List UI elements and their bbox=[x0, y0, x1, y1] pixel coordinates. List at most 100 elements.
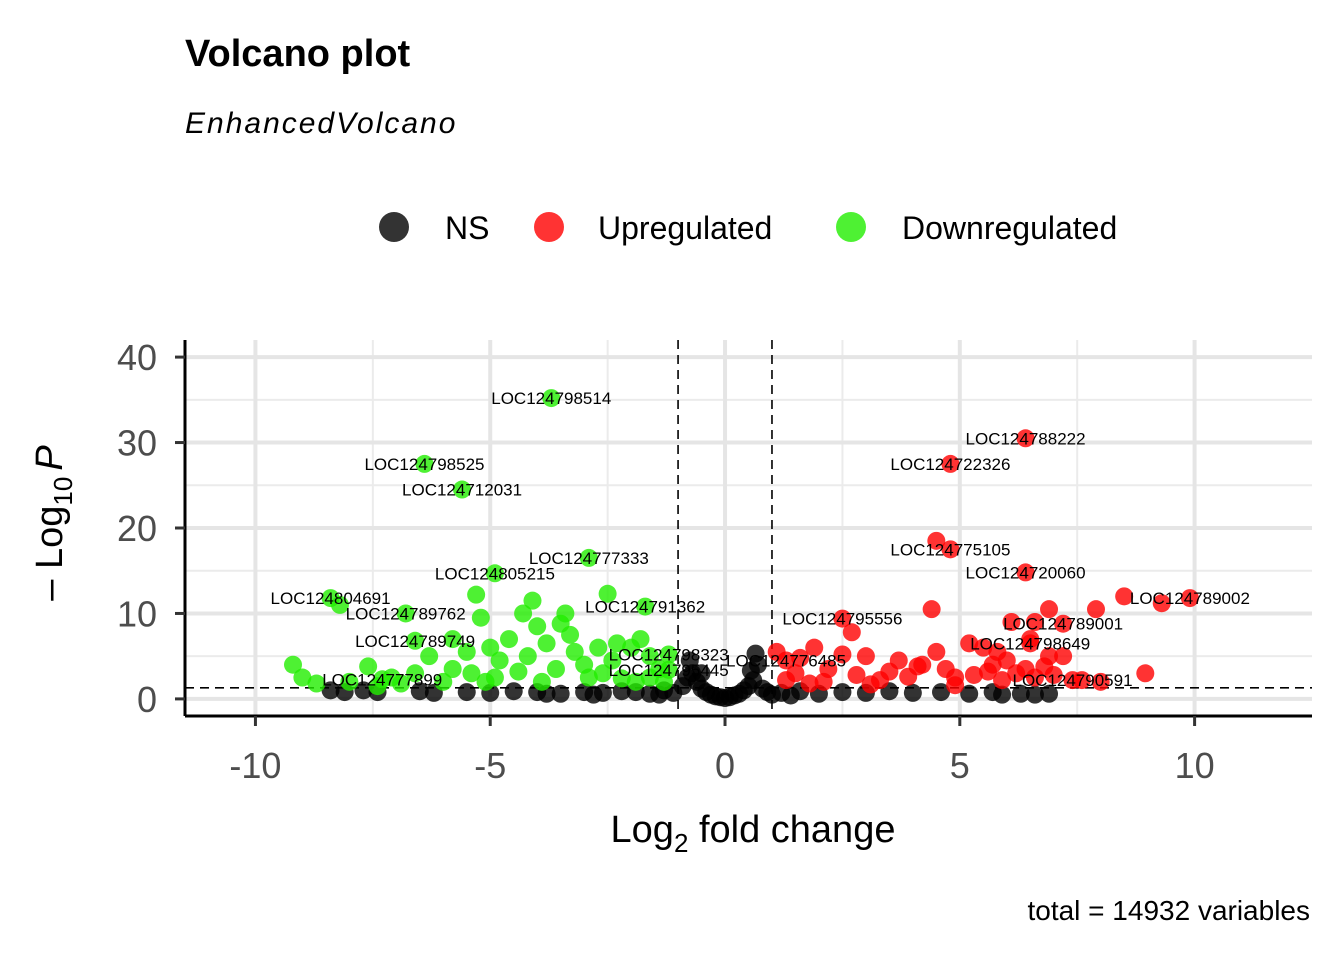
point-upregulated bbox=[805, 638, 824, 657]
point-ns bbox=[612, 682, 631, 701]
point-downregulated bbox=[476, 672, 495, 691]
point-upregulated bbox=[1091, 672, 1110, 691]
point-loc124789001 bbox=[1054, 614, 1073, 633]
point-ns bbox=[781, 686, 800, 705]
point-loc124798649 bbox=[1021, 634, 1040, 653]
point-upregulated bbox=[1002, 613, 1021, 631]
point-loc124805215 bbox=[485, 564, 504, 583]
gene-label-loc124798649: LOC124798649 bbox=[970, 634, 1090, 653]
gene-label-loc124805215: LOC124805215 bbox=[435, 564, 555, 583]
gene-label-loc124775105: LOC124775105 bbox=[890, 540, 1010, 559]
x-axis-title-rest: fold change bbox=[688, 809, 895, 851]
point-upregulated bbox=[960, 634, 979, 653]
point-loc124720060 bbox=[1016, 563, 1035, 582]
point-loc124789749 bbox=[406, 631, 425, 650]
point-downregulated bbox=[626, 672, 645, 691]
caption: total = 14932 variables bbox=[1027, 895, 1310, 926]
gene-label-loc124798525: LOC124798525 bbox=[364, 455, 484, 474]
y-axis-title-variable: P bbox=[29, 445, 71, 471]
point-upregulated bbox=[1044, 665, 1063, 684]
point-upregulated bbox=[1086, 600, 1105, 619]
point-upregulated bbox=[889, 651, 908, 670]
point-upregulated bbox=[997, 651, 1016, 670]
point-ns bbox=[746, 644, 765, 663]
point-ns bbox=[993, 685, 1012, 704]
data-points bbox=[284, 389, 1199, 708]
chart-subtitle: EnhancedVolcano bbox=[185, 107, 457, 140]
gene-label-loc124789762: LOC124789762 bbox=[346, 604, 466, 623]
x-tick-label: -5 bbox=[474, 745, 506, 786]
point-upregulated bbox=[833, 645, 852, 664]
y-tick-label: 10 bbox=[117, 593, 157, 634]
point-ns bbox=[584, 685, 603, 704]
point-downregulated bbox=[640, 647, 659, 666]
point-loc124795556 bbox=[833, 609, 852, 628]
point-downregulated bbox=[518, 647, 537, 666]
point-upregulated bbox=[974, 638, 993, 657]
legend-label-downregulated: Downregulated bbox=[902, 210, 1117, 246]
point-upregulated bbox=[908, 657, 927, 676]
y-tick-label: 40 bbox=[117, 337, 157, 378]
point-downregulated bbox=[457, 642, 476, 661]
chart-title: Volcano plot bbox=[185, 33, 411, 75]
gene-labels: LOC124798514 LOC124798525 LOC124712031 LOC1… bbox=[271, 389, 1250, 690]
point-ns bbox=[932, 683, 951, 702]
point-downregulated bbox=[593, 664, 612, 683]
point-loc124795445 bbox=[659, 660, 678, 679]
x-tick-label: -10 bbox=[229, 745, 281, 786]
y-axis-title: – Log10 P bbox=[29, 445, 78, 601]
gene-label-loc124720060: LOC124720060 bbox=[966, 563, 1086, 582]
legend-marker-ns bbox=[379, 212, 409, 242]
point-ns bbox=[960, 684, 979, 703]
point-upregulated bbox=[1136, 664, 1155, 683]
x-axis-title-base: Log bbox=[611, 809, 674, 851]
point-loc124798525 bbox=[415, 454, 434, 473]
point-downregulated bbox=[523, 591, 542, 610]
gene-label-loc124776485: LOC124776485 bbox=[726, 651, 846, 670]
point-ns bbox=[1040, 684, 1059, 703]
x-axis-title: Log2 fold change bbox=[611, 809, 896, 858]
point-upregulated bbox=[1054, 647, 1073, 666]
y-axis-title-prefix: – Log bbox=[29, 506, 71, 601]
gene-label-loc124798323: LOC124798323 bbox=[609, 645, 729, 664]
point-upregulated bbox=[1152, 594, 1171, 613]
point-downregulated bbox=[589, 638, 608, 657]
legend-marker-upregulated bbox=[534, 212, 564, 242]
gene-label-loc124798514: LOC124798514 bbox=[491, 389, 611, 408]
point-ns bbox=[551, 684, 570, 703]
x-tick-label: 0 bbox=[715, 745, 735, 786]
legend: NS Upregulated Downregulated bbox=[379, 210, 1117, 246]
gene-label-loc124791362: LOC124791362 bbox=[585, 598, 705, 617]
point-downregulated bbox=[514, 604, 533, 623]
gene-label-loc124789001: LOC124789001 bbox=[1003, 615, 1123, 634]
point-ns bbox=[410, 682, 429, 701]
point-loc124722326 bbox=[941, 454, 960, 473]
point-downregulated bbox=[462, 664, 481, 683]
y-tick-label: 30 bbox=[117, 423, 157, 464]
point-loc124789762 bbox=[396, 604, 415, 623]
point-downregulated bbox=[392, 674, 411, 693]
point-downregulated bbox=[579, 668, 598, 687]
point-ns bbox=[504, 682, 523, 701]
point-upregulated bbox=[927, 531, 946, 550]
point-upregulated bbox=[983, 655, 1002, 674]
point-upregulated bbox=[800, 674, 819, 693]
point-ns bbox=[1025, 685, 1044, 704]
point-upregulated bbox=[1115, 587, 1134, 606]
point-downregulated bbox=[471, 608, 490, 627]
legend-label-upregulated: Upregulated bbox=[598, 210, 772, 246]
gene-label-loc124722326: LOC124722326 bbox=[890, 455, 1010, 474]
point-loc124790591 bbox=[1063, 671, 1082, 690]
point-downregulated bbox=[509, 662, 528, 681]
point-upregulated bbox=[936, 660, 955, 678]
point-upregulated bbox=[1025, 613, 1044, 631]
point-upregulated bbox=[922, 600, 941, 619]
point-upregulated bbox=[791, 648, 810, 667]
point-upregulated bbox=[946, 676, 965, 695]
point-loc124789002 bbox=[1180, 589, 1199, 608]
point-downregulated bbox=[631, 630, 650, 649]
point-downregulated bbox=[612, 669, 631, 688]
point-loc124804691 bbox=[321, 589, 340, 608]
